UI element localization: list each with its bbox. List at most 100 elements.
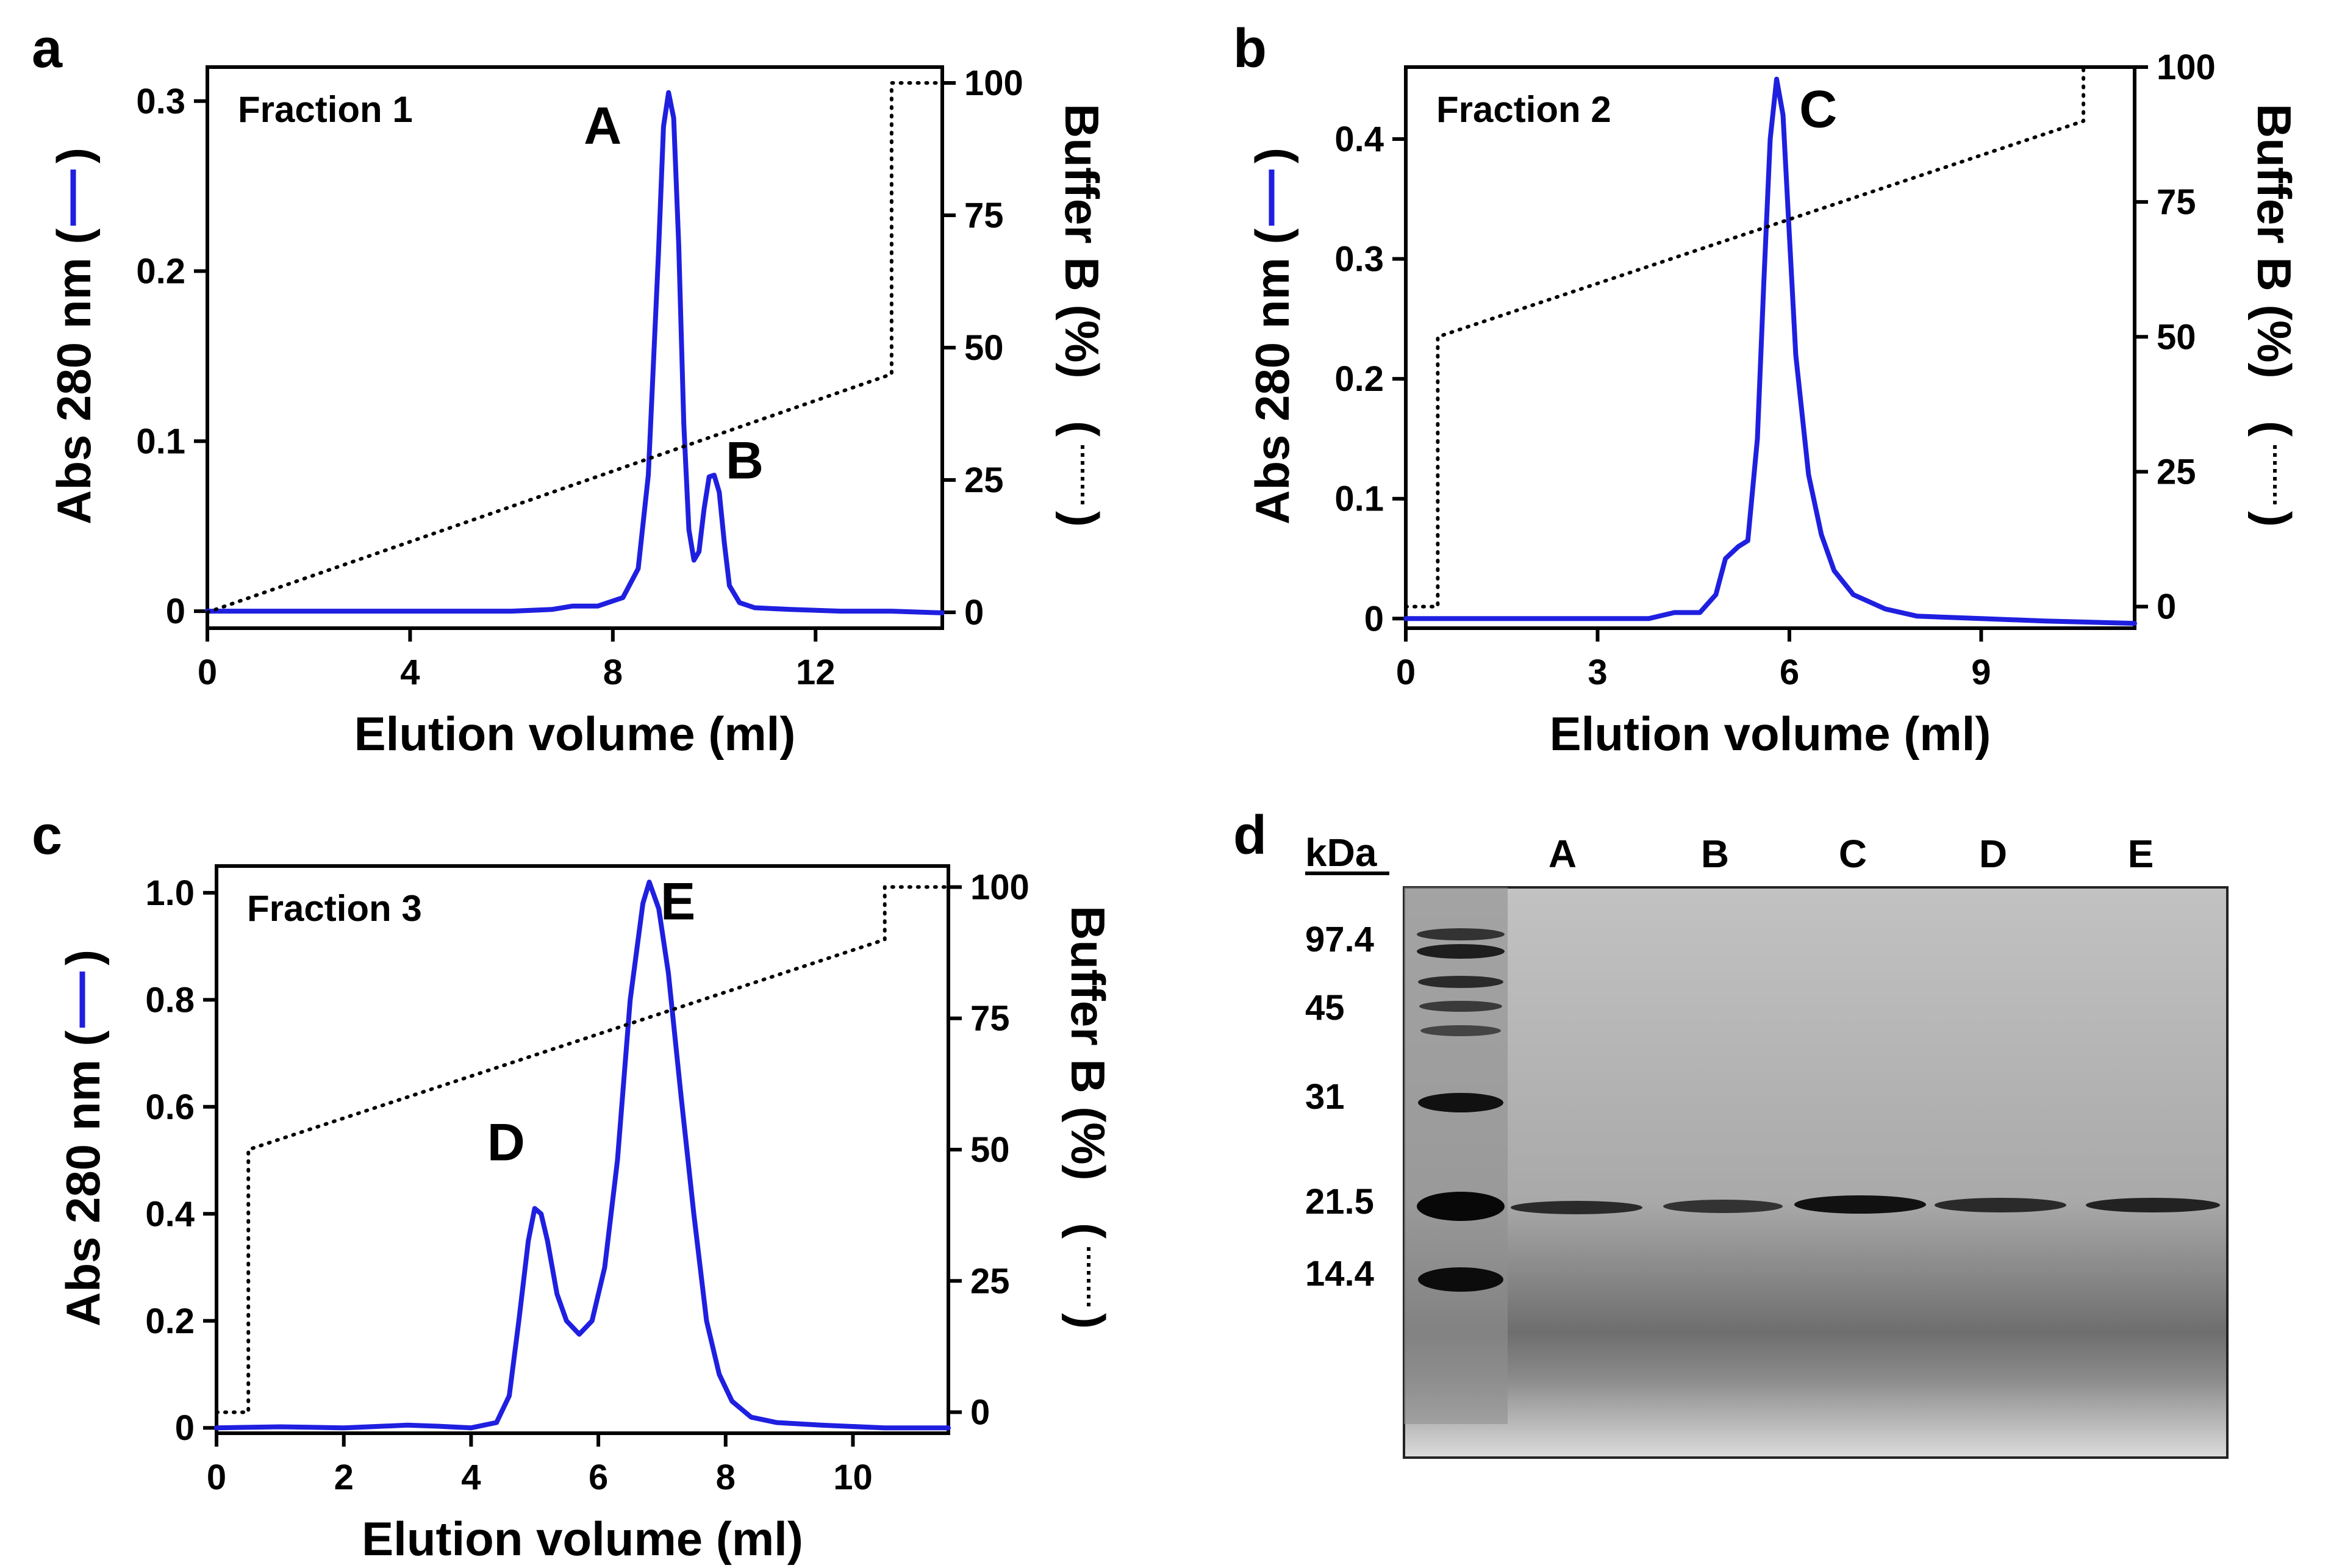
y-tick-label: 0.3 [136, 82, 185, 121]
gel-background [1403, 886, 2229, 1459]
gel-unit-label: kDa [1305, 831, 1377, 875]
y2-tick-label: 0 [970, 1393, 990, 1433]
gel-lane-label-e: E [2128, 832, 2154, 876]
buffer-b-series-line [1404, 65, 2136, 609]
gel-mw-label-21: 21.5 [1305, 1182, 1374, 1222]
buffer-b-series-line [206, 81, 944, 614]
gel-lane-label-d: D [1979, 832, 2007, 876]
x-tick-label: 6 [589, 1458, 608, 1497]
x-tick-label: 12 [796, 653, 836, 692]
y-axis-label: Abs 280 nm () [56, 950, 110, 1326]
gel-mw-label-31: 31 [1305, 1077, 1345, 1117]
y2-tick-label: 25 [964, 460, 1004, 500]
y-axis-label-close: ) [1245, 148, 1299, 163]
gel-lane-label-b: B [1701, 832, 1729, 876]
gel-marker-band-2 [1417, 944, 1505, 959]
y2-tick-label: 75 [2157, 182, 2196, 222]
y-axis-label-text: Abs 280 nm ( [1245, 228, 1299, 524]
x-axis-label: Elution volume (ml) [354, 707, 796, 761]
gel-marker-band-3 [1418, 976, 1503, 988]
y-tick-label: 0.6 [145, 1087, 195, 1127]
y2-tick-label: 100 [964, 63, 1023, 103]
y2-tick-label: 75 [970, 999, 1010, 1039]
y2-axis-label: Buffer B (%) () [1061, 906, 1115, 1329]
panel-letter-a: a [32, 18, 63, 79]
y-tick-label: 0.1 [1334, 479, 1384, 519]
inset-label: Fraction 3 [247, 888, 422, 929]
peak-label-c: C [1799, 80, 1837, 138]
inset-label: Fraction 2 [1436, 89, 1611, 130]
gel-band-lane-e [2086, 1198, 2220, 1212]
x-tick-label: 4 [400, 653, 420, 692]
x-tick-label: 0 [198, 653, 217, 692]
gel-marker-band-5 [1420, 1025, 1501, 1036]
plot-frame [1404, 65, 2136, 630]
y-tick-label: 0.2 [145, 1301, 195, 1341]
peak-label-e: E [661, 873, 695, 931]
y-axis-label-text: Abs 280 nm ( [56, 1030, 110, 1326]
y-tick-label: 1.0 [145, 873, 195, 913]
gel-marker-band-4 [1419, 1001, 1502, 1012]
y2-axis-label: Buffer B (%) () [2247, 104, 2301, 527]
y-tick-label: 0 [175, 1408, 195, 1448]
chart-panel-b: 0 3 6 9 0 0.1 0.2 0.3 0.4 0 25 50 75 100 Elution volum… [1245, 48, 2301, 761]
y2-tick-label: 50 [964, 328, 1004, 368]
y2-tick-label: 25 [970, 1261, 1010, 1301]
peak-label-b: B [726, 432, 764, 490]
x-axis-label: Elution volume (ml) [1550, 707, 1991, 761]
y-tick-label: 0.4 [145, 1194, 195, 1234]
peak-label-d: D [487, 1114, 525, 1172]
gel-marker-lane [1404, 887, 1508, 1424]
y2-tick-label: 75 [964, 196, 1004, 235]
gel-lane-label-c: C [1839, 832, 1867, 876]
y2-label-paren-open: ( [2247, 421, 2301, 437]
y2-axis-label-text: Buffer B (%) [1055, 104, 1109, 379]
panel-letter-b: b [1233, 18, 1267, 79]
y2-tick-label: 100 [2157, 48, 2216, 87]
gel-band-lane-b [1663, 1200, 1783, 1213]
chart-panel-c: 0 2 4 6 8 1000.20.40.60.81.00255075100Elution… [56, 864, 1115, 1566]
y2-tick-label: 50 [970, 1130, 1010, 1170]
y2-tick-label: 0 [964, 593, 984, 632]
absorbance-series-line [1403, 76, 2137, 626]
y-tick-label: 0.3 [1334, 240, 1384, 279]
gel-mw-label-45: 45 [1305, 988, 1345, 1028]
y-tick-label: 0 [1364, 599, 1384, 639]
x-tick-label: 3 [1588, 653, 1607, 692]
y-axis-label: Abs 280 nm () [47, 148, 101, 524]
x-tick-label: 9 [1971, 653, 1991, 692]
y2-tick-label: 25 [2157, 452, 2196, 492]
gel-image [1403, 886, 2229, 1459]
plot-frame [215, 864, 950, 1435]
x-tick-label: 10 [833, 1458, 873, 1497]
x-tick-label: 0 [1396, 653, 1416, 692]
gel-panel-d: kDa A B C D E 97.4 45 31 21.5 14.4 [1305, 831, 2229, 1459]
y2-label-paren-open: ( [1061, 1223, 1115, 1239]
y2-tick-label: 100 [970, 867, 1029, 907]
y-axis-label: Abs 280 nm () [1245, 148, 1299, 524]
peak-label-a: A [584, 96, 621, 155]
y2-label-paren-close: ) [2247, 511, 2301, 527]
gel-marker-band-1 [1417, 928, 1505, 940]
gel-mw-label-14: 14.4 [1305, 1254, 1374, 1294]
x-tick-label: 0 [207, 1458, 226, 1497]
gel-lane-label-a: A [1549, 832, 1577, 876]
y2-axis-label-text: Buffer B (%) [1061, 906, 1115, 1181]
y-tick-label: 0.2 [1334, 359, 1384, 399]
y2-label-paren-open: ( [1055, 421, 1109, 437]
y-tick-label: 0.2 [136, 252, 185, 292]
y2-label-paren-close: ) [1055, 511, 1109, 527]
absorbance-series-line [205, 90, 945, 615]
gel-mw-label-97: 97.4 [1305, 920, 1374, 959]
chart-panel-a: 0 4 8 12 0 0.1 0.2 0.3 0 25 50 75 100 Elution volume … [47, 63, 1109, 761]
absorbance-series-line [214, 879, 951, 1431]
x-tick-label: 6 [1780, 653, 1799, 692]
y2-label-paren-close: ) [1061, 1313, 1115, 1329]
x-tick-label: 8 [603, 653, 623, 692]
gel-band-lane-c [1794, 1195, 1926, 1214]
y-tick-label: 0.8 [145, 980, 195, 1020]
y-tick-label: 0.1 [136, 421, 185, 461]
y2-tick-label: 50 [2157, 317, 2196, 357]
x-tick-label: 4 [461, 1458, 481, 1497]
